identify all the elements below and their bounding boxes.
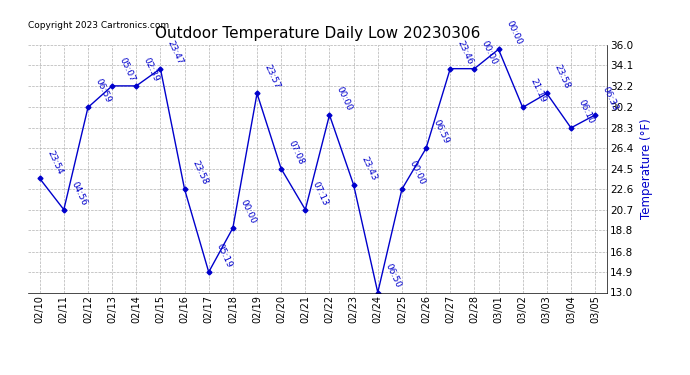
- Text: 04:56: 04:56: [70, 180, 88, 207]
- Text: 06:10: 06:10: [577, 98, 595, 125]
- Text: 06:59: 06:59: [432, 118, 451, 146]
- Text: 00:00: 00:00: [408, 159, 426, 186]
- Text: Copyright 2023 Cartronics.com: Copyright 2023 Cartronics.com: [28, 21, 169, 30]
- Y-axis label: Temperature (°F): Temperature (°F): [640, 118, 653, 219]
- Title: Outdoor Temperature Daily Low 20230306: Outdoor Temperature Daily Low 20230306: [155, 26, 480, 41]
- Text: 21:19: 21:19: [529, 78, 547, 105]
- Text: 07:08: 07:08: [287, 139, 306, 166]
- Text: 23:57: 23:57: [263, 63, 282, 91]
- Text: 23:58: 23:58: [190, 159, 209, 186]
- Text: 23:46: 23:46: [456, 39, 475, 66]
- Text: 06:33: 06:33: [601, 85, 620, 112]
- Text: 00:00: 00:00: [480, 39, 499, 66]
- Text: 23:54: 23:54: [46, 148, 64, 176]
- Text: 00:00: 00:00: [239, 198, 257, 225]
- Text: 23:47: 23:47: [166, 39, 185, 66]
- Text: 06:59: 06:59: [94, 77, 112, 105]
- Text: 23:58: 23:58: [553, 63, 571, 91]
- Text: 00:00: 00:00: [504, 19, 523, 46]
- Text: 23:43: 23:43: [359, 155, 378, 182]
- Text: 02:39: 02:39: [142, 56, 161, 83]
- Text: 06:50: 06:50: [384, 262, 402, 290]
- Text: 05:19: 05:19: [215, 242, 233, 269]
- Text: 05:07: 05:07: [118, 56, 137, 83]
- Text: 00:00: 00:00: [335, 85, 354, 112]
- Text: 07:13: 07:13: [311, 180, 330, 207]
